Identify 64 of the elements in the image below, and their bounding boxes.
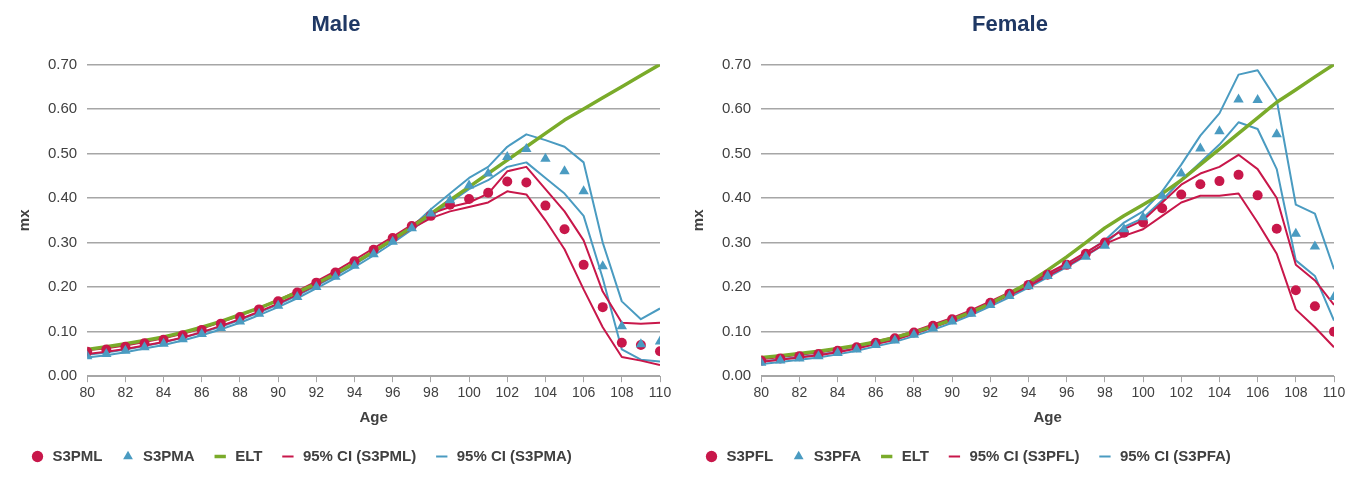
legend-label: 95% CI (S3PMA) [456, 446, 572, 464]
x-tick-label: 104 [1207, 384, 1232, 401]
x-tick-label: 104 [533, 384, 558, 401]
legend-label: 95% CI (S3PFA) [1119, 446, 1231, 464]
x-tick-label: 88 [906, 384, 922, 401]
y-tick-label: 0.60 [47, 99, 78, 117]
x-tick-label: 98 [423, 384, 439, 401]
x-tick-label: 80 [79, 384, 96, 401]
x-axis-title: Age [1033, 408, 1062, 426]
x-tick-label: 82 [791, 384, 808, 401]
y-tick-label: 0.50 [47, 143, 78, 161]
legend-label: S3PML [52, 446, 103, 464]
x-tick-label: 100 [457, 384, 481, 401]
x-tick-label: 108 [610, 384, 634, 401]
y-axis-title: mx [15, 208, 33, 232]
y-tick-label: 0.60 [721, 99, 752, 117]
y-tick-label: 0.30 [721, 232, 752, 250]
chart-title: Female [972, 11, 1048, 37]
legend-label: S3PFA [813, 446, 862, 464]
x-tick-label: 96 [1058, 384, 1075, 401]
x-tick-label: 86 [867, 384, 884, 401]
legend-label: 95% CI (S3PFL) [969, 446, 1080, 464]
x-tick-label: 100 [1131, 384, 1155, 401]
y-tick-label: 0.40 [721, 188, 752, 206]
y-tick-label: 0.70 [721, 54, 752, 72]
x-tick-label: 92 [308, 384, 325, 401]
x-tick-label: 106 [1245, 384, 1270, 401]
x-tick-label: 102 [1169, 384, 1194, 401]
x-tick-label: 94 [346, 384, 363, 401]
x-tick-label: 102 [495, 384, 520, 401]
y-tick-label: 0.20 [47, 277, 78, 295]
legend-label: 95% CI (S3PML) [302, 446, 417, 464]
x-tick-label: 90 [270, 384, 287, 401]
y-tick-label: 0.10 [721, 321, 752, 339]
x-tick-label: 84 [155, 384, 172, 401]
legend-label: ELT [235, 446, 263, 464]
legend-label: ELT [901, 446, 929, 464]
legend-label: S3PMA [143, 446, 195, 464]
chart-title: Male [311, 11, 361, 37]
x-tick-label: 96 [384, 384, 401, 401]
y-tick-label: 0.20 [721, 277, 752, 295]
y-axis-title: mx [689, 208, 707, 232]
x-tick-label: 88 [232, 384, 248, 401]
x-axis-title: Age [359, 408, 388, 426]
x-tick-label: 108 [1284, 384, 1308, 401]
y-tick-label: 0.10 [47, 321, 78, 339]
y-tick-label: 0.00 [721, 366, 752, 384]
y-tick-label: 0.30 [47, 232, 78, 250]
x-tick-label: 86 [193, 384, 210, 401]
y-tick-label: 0.70 [47, 54, 78, 72]
legend-label: S3PFL [726, 446, 774, 464]
x-tick-label: 110 [1322, 384, 1346, 401]
x-tick-label: 90 [944, 384, 961, 401]
x-tick-label: 80 [753, 384, 770, 401]
x-tick-label: 84 [829, 384, 846, 401]
x-tick-label: 98 [1097, 384, 1113, 401]
x-tick-label: 106 [571, 384, 596, 401]
y-tick-label: 0.50 [721, 143, 752, 161]
x-tick-label: 82 [117, 384, 134, 401]
x-tick-label: 94 [1020, 384, 1037, 401]
y-tick-label: 0.00 [47, 366, 78, 384]
y-tick-label: 0.40 [47, 188, 78, 206]
x-tick-label: 92 [982, 384, 999, 401]
x-tick-label: 110 [648, 384, 672, 401]
